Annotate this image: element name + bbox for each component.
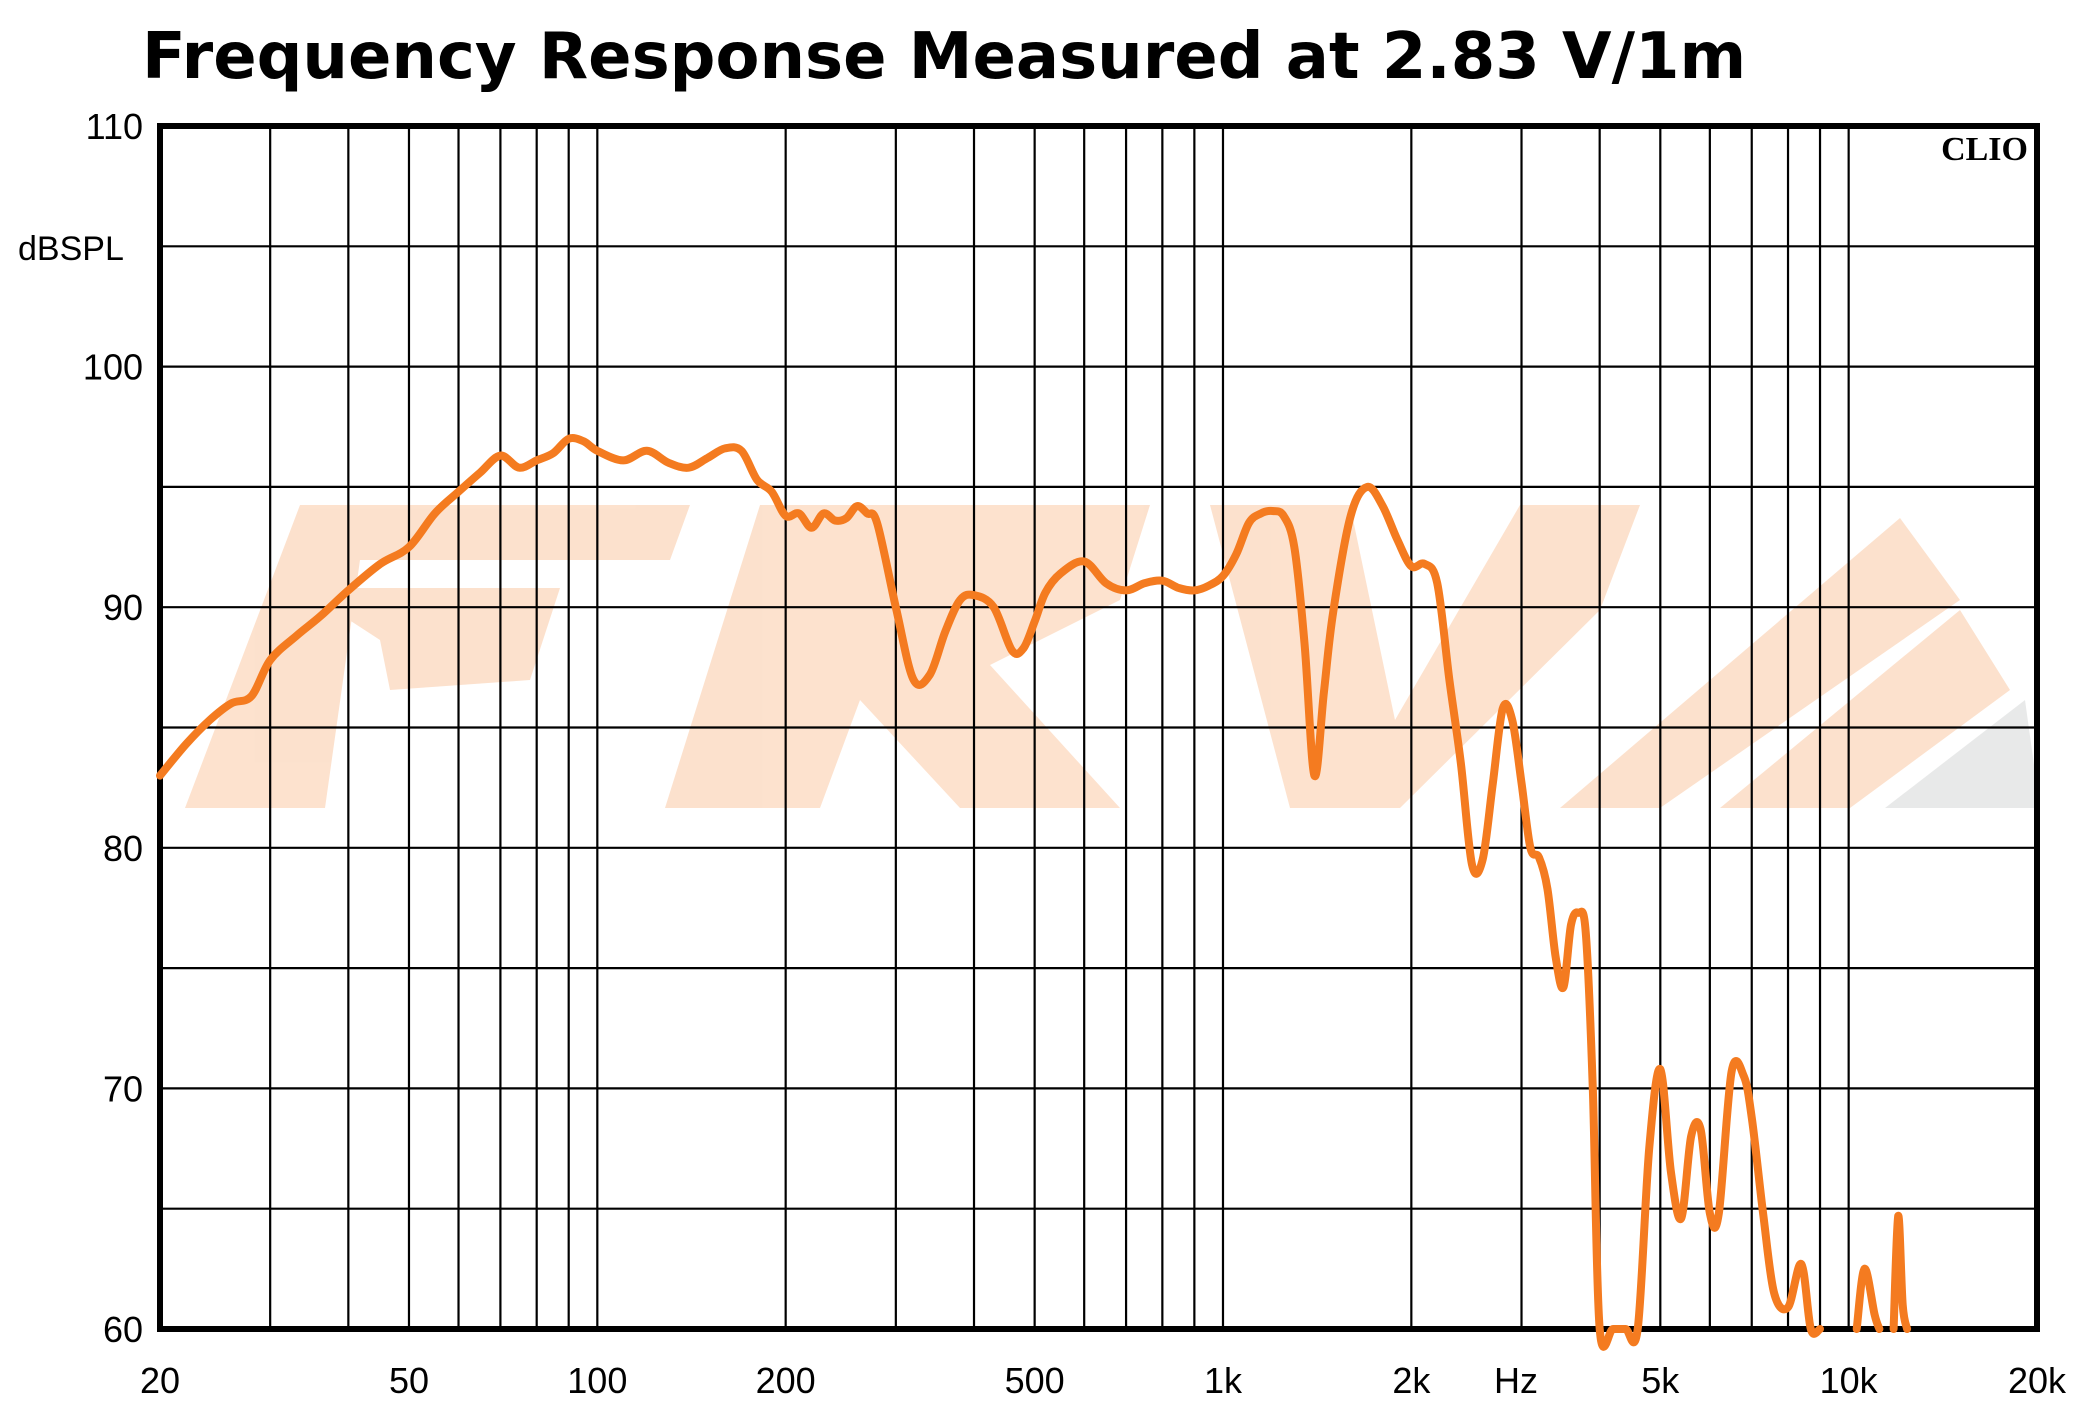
y-tick-label: 80 (103, 828, 143, 869)
x-tick-label: 1k (1204, 1360, 1243, 1401)
watermark-logo (185, 505, 2040, 808)
x-tick-labels: 20 50 100 200 500 1k 2k 5k 10k 20k (140, 1360, 2067, 1401)
x-tick-label: 5k (1641, 1360, 1680, 1401)
response-curve-segment (1889, 1211, 1912, 1333)
response-curve-segment (1852, 1264, 1884, 1333)
x-tick-label: 20 (140, 1360, 180, 1401)
response-curve-segment (156, 434, 1824, 1351)
y-tick-label: 110 (86, 106, 143, 147)
x-tick-label: 500 (1005, 1360, 1065, 1401)
y-tick-label: 100 (83, 347, 143, 388)
x-axis-label: Hz (1494, 1360, 1538, 1401)
brand-label: CLIO (1941, 131, 2028, 168)
chart-title: Frequency Response Measured at 2.83 V/1m (142, 20, 1746, 94)
x-tick-label: 100 (567, 1360, 627, 1401)
x-tick-label: 20k (2008, 1360, 2067, 1401)
y-tick-labels: 60 70 80 90 100 110 (83, 106, 143, 1350)
y-tick-label: 90 (103, 587, 143, 628)
x-tick-label: 200 (756, 1360, 816, 1401)
x-tick-label: 2k (1392, 1360, 1431, 1401)
y-tick-label: 70 (103, 1068, 143, 1109)
x-tick-label: 50 (389, 1360, 429, 1401)
response-curves (156, 434, 1912, 1351)
y-axis-label: dBSPL (18, 230, 124, 268)
x-tick-label: 10k (1820, 1360, 1879, 1401)
plot-frame (157, 123, 2040, 1332)
y-tick-label: 60 (103, 1309, 143, 1350)
